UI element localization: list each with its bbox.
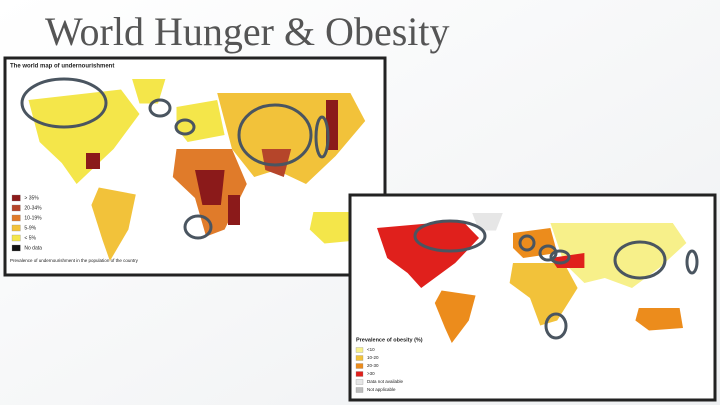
legend-label: 20-34% — [24, 205, 42, 211]
legend-label: < 5% — [24, 235, 36, 241]
legend-swatch — [11, 204, 21, 212]
legend-swatch — [355, 379, 364, 385]
legend-label: >30 — [367, 371, 375, 376]
hunger-map: The world map of undernourishment > 35% 2… — [3, 56, 387, 277]
legend-swatch — [11, 194, 21, 202]
legend-label: Data not available — [367, 379, 404, 384]
legend-title: Prevalence of obesity (%) — [356, 337, 423, 343]
legend-label: Not applicable — [367, 387, 396, 392]
legend-label: 10-19% — [24, 215, 42, 221]
map-note: Prevalence of undernourishment in the po… — [10, 258, 139, 263]
legend-swatch — [11, 234, 21, 242]
legend-swatch — [11, 214, 21, 222]
legend-label: <10 — [367, 347, 375, 352]
legend-label: 5-9% — [24, 225, 36, 231]
legend-swatch — [11, 244, 21, 252]
legend-swatch — [355, 347, 364, 353]
legend-label: 10-20 — [367, 355, 379, 360]
legend-label: No data — [24, 245, 42, 251]
obesity-map: Prevalence of obesity (%) <10 10-20 20-30 >3… — [348, 193, 717, 402]
legend-label: 20-30 — [367, 363, 379, 368]
slide-title: World Hunger & Obesity — [45, 9, 450, 54]
legend-label: > 35% — [24, 195, 39, 201]
map-title: The world map of undernourishment — [10, 64, 114, 70]
legend-swatch — [355, 363, 364, 369]
legend-swatch — [355, 355, 364, 361]
legend-swatch — [355, 371, 364, 377]
legend-swatch — [355, 387, 364, 393]
legend-swatch — [11, 224, 21, 232]
